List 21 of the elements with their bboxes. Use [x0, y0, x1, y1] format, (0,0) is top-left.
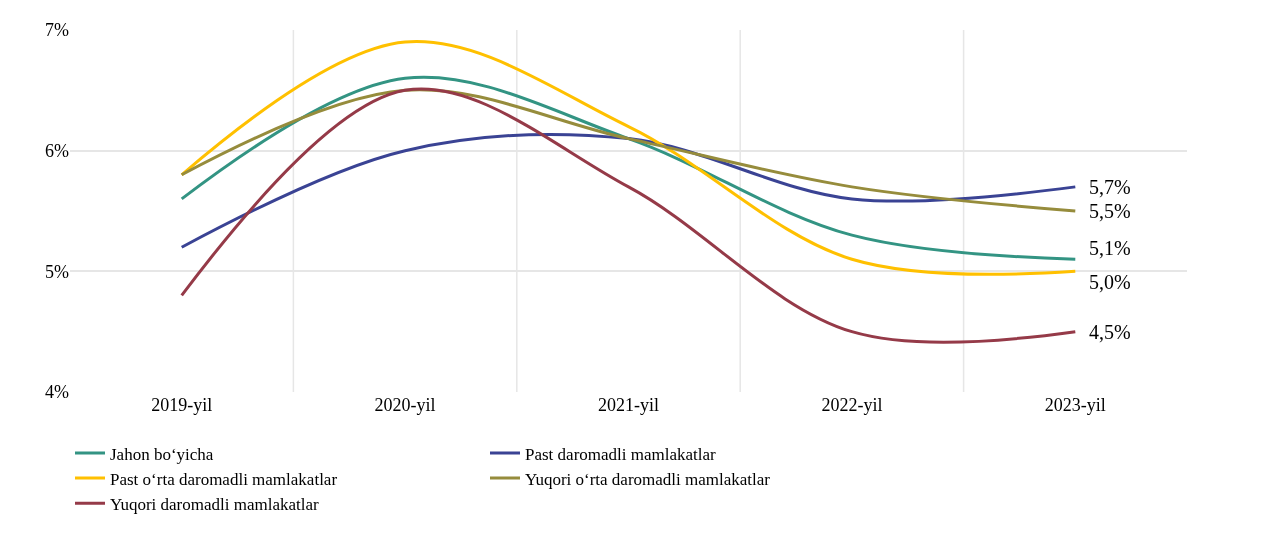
data-label: 5,0%	[1089, 271, 1131, 293]
line-series	[180, 75, 1077, 261]
data-label: 5,5%	[1089, 200, 1131, 222]
y-tick-label: 6%	[45, 140, 69, 161]
legend-label: Yuqori o‘rta daromadli mamlakatlar	[525, 469, 771, 489]
data-label: 5,1%	[1089, 237, 1131, 259]
legend-label: Jahon bo‘yicha	[110, 444, 214, 464]
legend-label: Past daromadli mamlakatlar	[525, 444, 717, 464]
y-tick-label: 5%	[45, 261, 69, 282]
x-tick-label: 2022-yil	[821, 395, 883, 415]
y-tick-label: 4%	[45, 382, 69, 403]
data-label: 4,5%	[1089, 321, 1131, 343]
x-tick-label: 2019-yil	[151, 395, 213, 415]
y-tick-label: 7%	[45, 20, 69, 41]
x-tick-label: 2020-yil	[374, 395, 436, 415]
data-label: 5,7%	[1089, 176, 1131, 198]
x-tick-label: 2023-yil	[1044, 395, 1106, 415]
line-series	[180, 88, 1077, 213]
x-tick-label: 2021-yil	[598, 395, 659, 415]
legend-label: Past o‘rta daromadli mamlakatlar	[110, 469, 338, 489]
legend-label: Yuqori daromadli mamlakatlar	[110, 494, 319, 514]
